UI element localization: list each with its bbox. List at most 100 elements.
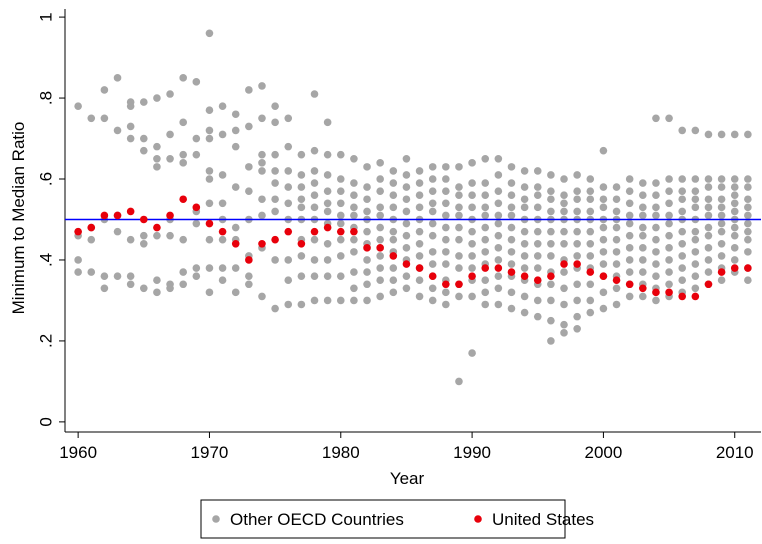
point xyxy=(507,235,516,244)
point xyxy=(205,264,214,272)
point xyxy=(402,260,411,268)
point xyxy=(481,211,490,220)
point xyxy=(442,248,450,256)
point xyxy=(297,300,306,309)
point xyxy=(166,231,174,240)
point xyxy=(310,179,319,187)
point xyxy=(139,239,148,248)
point xyxy=(310,235,319,244)
point xyxy=(363,268,371,276)
point xyxy=(678,195,687,204)
point xyxy=(547,337,555,345)
point xyxy=(573,260,581,268)
point xyxy=(376,244,384,252)
point xyxy=(639,292,647,301)
point xyxy=(389,264,398,272)
point xyxy=(507,223,516,232)
point xyxy=(205,126,214,135)
point xyxy=(481,300,490,309)
point xyxy=(376,175,384,183)
point xyxy=(442,235,450,244)
point xyxy=(468,227,476,236)
point xyxy=(153,142,161,151)
point xyxy=(284,142,293,151)
point xyxy=(179,235,187,244)
point xyxy=(350,154,358,163)
point xyxy=(139,134,148,143)
point xyxy=(192,203,201,212)
point xyxy=(336,272,345,280)
point xyxy=(323,207,332,216)
point xyxy=(665,114,673,123)
point xyxy=(560,320,568,329)
point xyxy=(717,175,726,183)
point xyxy=(665,211,673,220)
point xyxy=(704,175,713,183)
point xyxy=(494,154,503,163)
point xyxy=(271,150,279,159)
point xyxy=(363,195,371,204)
point xyxy=(402,244,411,252)
point xyxy=(586,207,595,216)
y-tick-label: 0 xyxy=(36,417,55,426)
point xyxy=(507,163,516,171)
point xyxy=(297,195,306,204)
legend-label: Other OECD Countries xyxy=(230,510,404,529)
point xyxy=(717,195,726,204)
point xyxy=(678,187,687,195)
point xyxy=(691,292,700,301)
point xyxy=(547,171,555,179)
point xyxy=(494,272,503,280)
point xyxy=(323,199,332,208)
point xyxy=(678,207,687,216)
point xyxy=(297,150,306,159)
point xyxy=(560,329,568,337)
point xyxy=(520,239,529,248)
point xyxy=(428,248,437,256)
point xyxy=(678,227,687,236)
point xyxy=(376,159,384,167)
point xyxy=(245,163,253,171)
point xyxy=(74,227,82,236)
point xyxy=(547,239,555,248)
point xyxy=(704,256,713,264)
point xyxy=(599,203,608,212)
point xyxy=(87,235,96,244)
point xyxy=(560,284,568,293)
point xyxy=(192,264,201,272)
point xyxy=(113,227,122,236)
point xyxy=(271,235,279,244)
point xyxy=(744,130,752,139)
x-axis-label: Year xyxy=(390,469,425,488)
point xyxy=(350,191,358,200)
point xyxy=(113,126,122,135)
point xyxy=(744,219,752,228)
y-tick-label: .8 xyxy=(36,91,55,105)
point xyxy=(389,203,398,212)
point xyxy=(376,223,384,232)
point xyxy=(494,284,503,293)
point xyxy=(573,207,581,216)
point xyxy=(560,175,568,183)
y-tick-label: .4 xyxy=(36,253,55,267)
point xyxy=(336,175,345,183)
point xyxy=(730,191,739,200)
point xyxy=(323,171,332,179)
point xyxy=(126,134,135,143)
point xyxy=(612,300,621,309)
y-tick-label: 1 xyxy=(36,12,55,21)
point xyxy=(481,264,490,272)
point xyxy=(323,256,332,264)
point xyxy=(179,118,187,127)
point xyxy=(113,272,122,280)
point xyxy=(494,219,503,228)
point xyxy=(74,268,82,276)
point xyxy=(625,175,634,183)
point xyxy=(678,292,687,301)
point xyxy=(245,86,253,94)
point xyxy=(402,219,411,228)
point xyxy=(599,223,608,232)
point xyxy=(192,272,201,280)
point xyxy=(625,268,634,276)
